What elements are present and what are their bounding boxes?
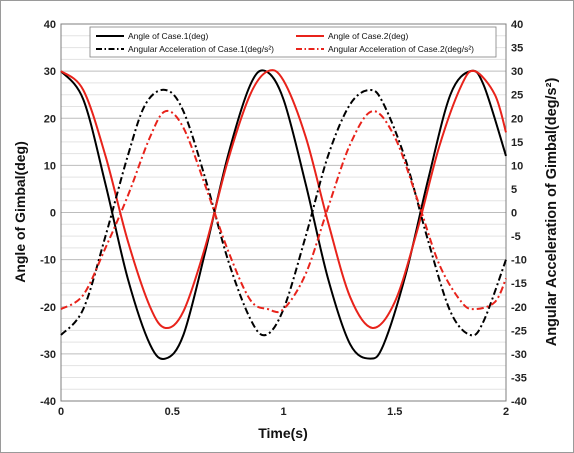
plot-area-border [60,23,507,402]
y-right-tick-label: 20 [511,113,523,125]
series-layer [60,69,507,360]
y-axis-left-title: Angle of Gimbal(deg) [12,141,28,283]
legend-box [89,26,497,58]
y-right-tick-label: 10 [511,160,523,172]
right-tick-labels: 40 35 30 25 20 15 10 5 0 -5 -10 -15 -20 -25 -30 -35 -40 [511,19,527,408]
x-tick-label: 1.5 [387,406,402,418]
y-right-tick-label: 25 [511,90,523,102]
legend: Angle of Case.1(deg) Angle of Case.2(deg)… [89,26,497,58]
y-right-tick-label: 35 [511,43,523,55]
y-left-tick-label: 30 [44,66,56,78]
legend-label: Angular Acceleration of Case.2(deg/s²) [328,44,474,54]
y-left-tick-label: 40 [44,19,56,31]
y-right-tick-label: 30 [511,66,523,78]
legend-label: Angle of Case.1(deg) [128,31,208,41]
legend-label: Angle of Case.2(deg) [328,31,408,41]
x-tick-label: 2 [503,406,509,418]
x-axis-title: Time(s) [258,425,308,441]
y-left-tick-label: 20 [44,113,56,125]
y-left-tick-label: 0 [50,208,56,220]
series-line-2 [60,69,507,330]
y-left-tick-label: -10 [40,255,56,267]
y-left-tick-label: 10 [44,160,56,172]
y-left-tick-label: -20 [40,302,56,314]
y-right-tick-label: 40 [511,19,523,31]
y-right-tick-label: 5 [511,184,517,196]
legend-label: Angular Acceleration of Case.1(deg/s²) [128,44,274,54]
y-right-tick-label: -20 [511,302,527,314]
series-line-3 [60,88,507,337]
y-left-tick-label: -30 [40,349,56,361]
y-right-tick-label: -15 [511,278,527,290]
y-left-tick-label: -40 [40,396,56,408]
y-right-tick-label: -5 [511,231,521,243]
left-tick-labels: 40 30 20 10 0 -10 -20 -30 -40 [40,19,56,408]
y-right-tick-label: -25 [511,325,527,337]
x-tick-label: 1 [280,406,286,418]
y-axis-right-title: Angular Acceleration of Gimbal(deg/s²) [544,78,560,347]
x-tick-label: 0.5 [165,406,180,418]
y-right-tick-label: -40 [511,396,527,408]
y-right-tick-label: -35 [511,372,527,384]
y-right-tick-label: -10 [511,255,527,267]
x-tick-labels: 0 0.5 1 1.5 2 [58,406,509,418]
y-right-tick-label: -30 [511,349,527,361]
y-right-tick-label: 15 [511,137,523,149]
y-right-tick-label: 0 [511,208,517,220]
series-line-1 [60,69,507,360]
x-tick-label: 0 [58,406,64,418]
